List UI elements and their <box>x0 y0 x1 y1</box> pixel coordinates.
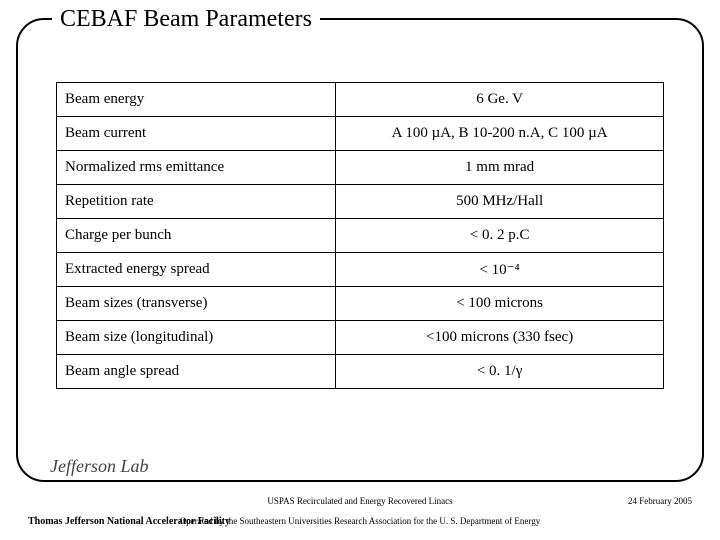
footer-center-line1: USPAS Recirculated and Energy Recovered … <box>0 496 720 506</box>
table-row: Beam angle spread< 0. 1/γ <box>57 355 664 389</box>
table-row: Charge per bunch< 0. 2 p.C <box>57 219 664 253</box>
param-label: Normalized rms emittance <box>57 151 336 185</box>
param-value: <100 microns (330 fsec) <box>336 321 664 355</box>
jefferson-lab-logo: Jefferson Lab <box>50 456 149 477</box>
param-value: < 0. 2 p.C <box>336 219 664 253</box>
footer-center-line2: Operated by the Southeastern Universitie… <box>0 516 720 526</box>
param-label: Extracted energy spread <box>57 253 336 287</box>
param-label: Beam sizes (transverse) <box>57 287 336 321</box>
table-row: Beam currentA 100 µA, B 10-200 n.A, C 10… <box>57 117 664 151</box>
param-label: Beam energy <box>57 83 336 117</box>
table-row: Extracted energy spread< 10⁻⁴ <box>57 253 664 287</box>
parameters-table: Beam energy6 Ge. V Beam currentA 100 µA,… <box>56 82 664 389</box>
param-value: 500 MHz/Hall <box>336 185 664 219</box>
param-value: < 100 microns <box>336 287 664 321</box>
param-value: 6 Ge. V <box>336 83 664 117</box>
table-row: Repetition rate500 MHz/Hall <box>57 185 664 219</box>
param-value: < 0. 1/γ <box>336 355 664 389</box>
table-row: Beam sizes (transverse)< 100 microns <box>57 287 664 321</box>
table-row: Normalized rms emittance1 mm mrad <box>57 151 664 185</box>
param-label: Charge per bunch <box>57 219 336 253</box>
table-row: Beam size (longitudinal)<100 microns (33… <box>57 321 664 355</box>
table-row: Beam energy6 Ge. V <box>57 83 664 117</box>
param-label: Repetition rate <box>57 185 336 219</box>
param-value: A 100 µA, B 10-200 n.A, C 100 µA <box>336 117 664 151</box>
param-value: < 10⁻⁴ <box>336 253 664 287</box>
footer-date: 24 February 2005 <box>628 496 692 506</box>
param-value: 1 mm mrad <box>336 151 664 185</box>
param-label: Beam size (longitudinal) <box>57 321 336 355</box>
param-label: Beam angle spread <box>57 355 336 389</box>
slide-title: CEBAF Beam Parameters <box>52 6 320 33</box>
param-label: Beam current <box>57 117 336 151</box>
